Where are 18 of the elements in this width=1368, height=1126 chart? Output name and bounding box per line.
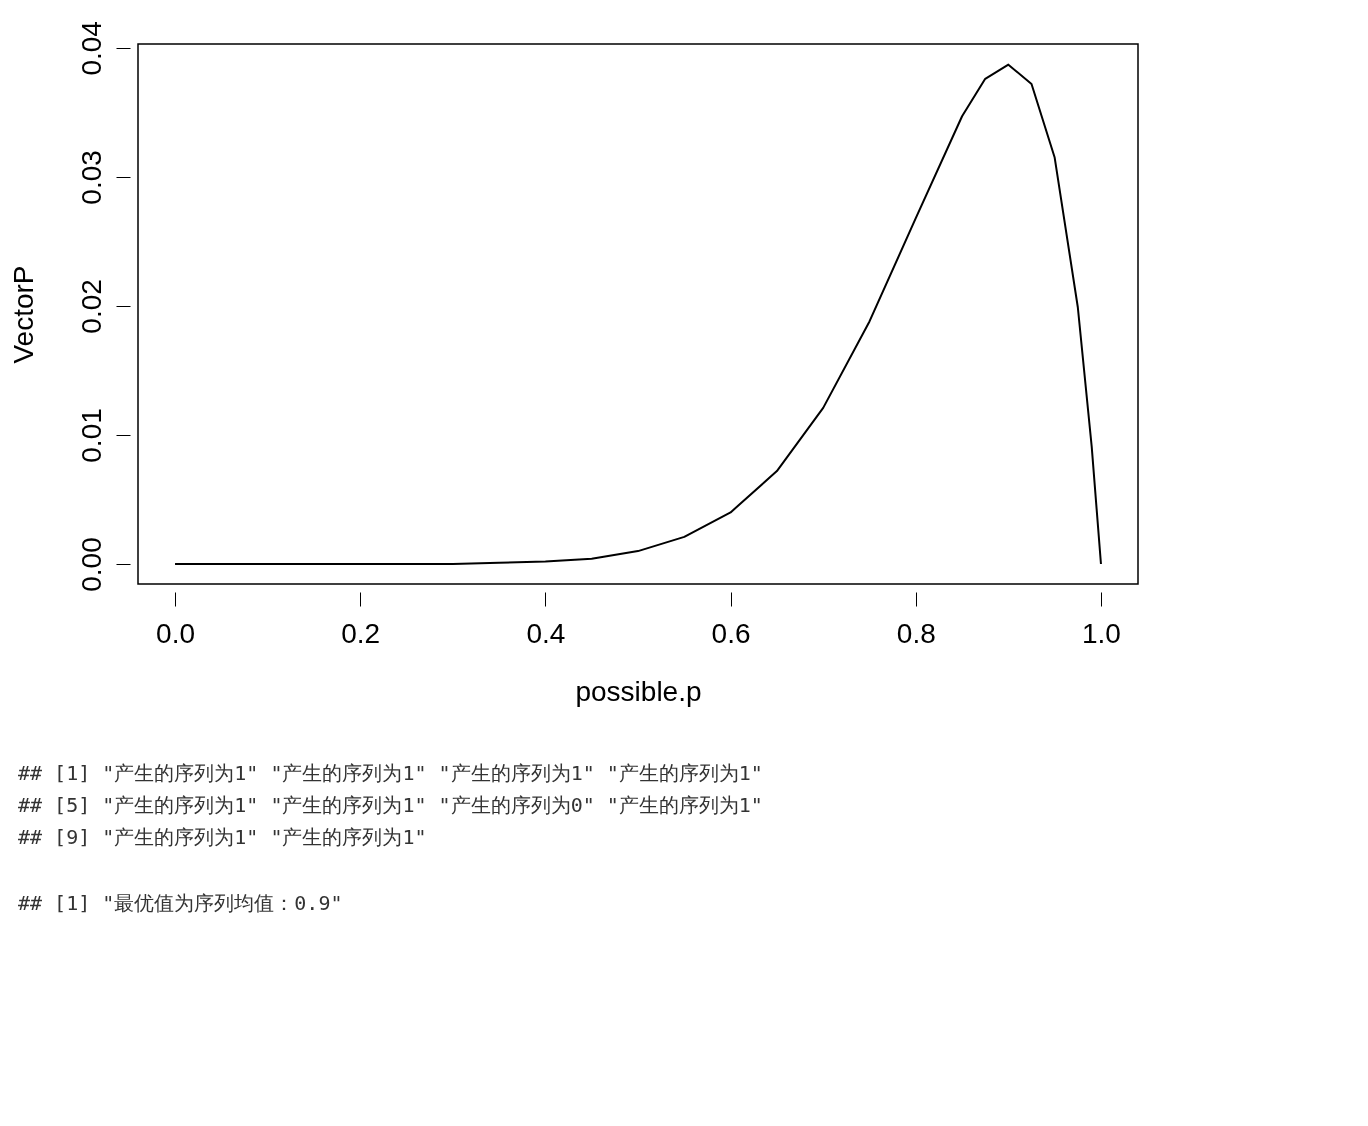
x-tick-label: 0.6 (711, 617, 751, 649)
y-tick-label: 0.03 (75, 150, 107, 205)
line-series (174, 63, 1102, 565)
y-tick-label: 0.02 (75, 279, 107, 334)
text: ## [1] "最优值为序列均值：0.9" (18, 891, 343, 915)
x-tick-label: 0.8 (896, 617, 936, 649)
text: ## [5] "产生的序列为1" "产生的序列为1" "产生的序列为0" "产生的序列为1" (18, 793, 763, 817)
x-tick-label: 1.0 (1081, 617, 1121, 649)
x-axis-title: possible.p (575, 675, 702, 707)
text: ## [1] "产生的序列为1" "产生的序列为1" "产生的序列为1" "产生的序列为1" (18, 761, 763, 785)
x-tick-label: 0.2 (341, 617, 381, 649)
y-tick-label: 0.01 (75, 408, 107, 463)
x-tick-label: 0.4 (526, 617, 566, 649)
y-axis-title: VectorP (7, 265, 39, 364)
y-tick-label: 0.04 (75, 21, 107, 76)
x-tick-label: 0.0 (156, 617, 196, 649)
text: ## [9] "产生的序列为1" "产生的序列为1" (18, 825, 427, 849)
y-tick-label: 0.00 (75, 537, 107, 592)
